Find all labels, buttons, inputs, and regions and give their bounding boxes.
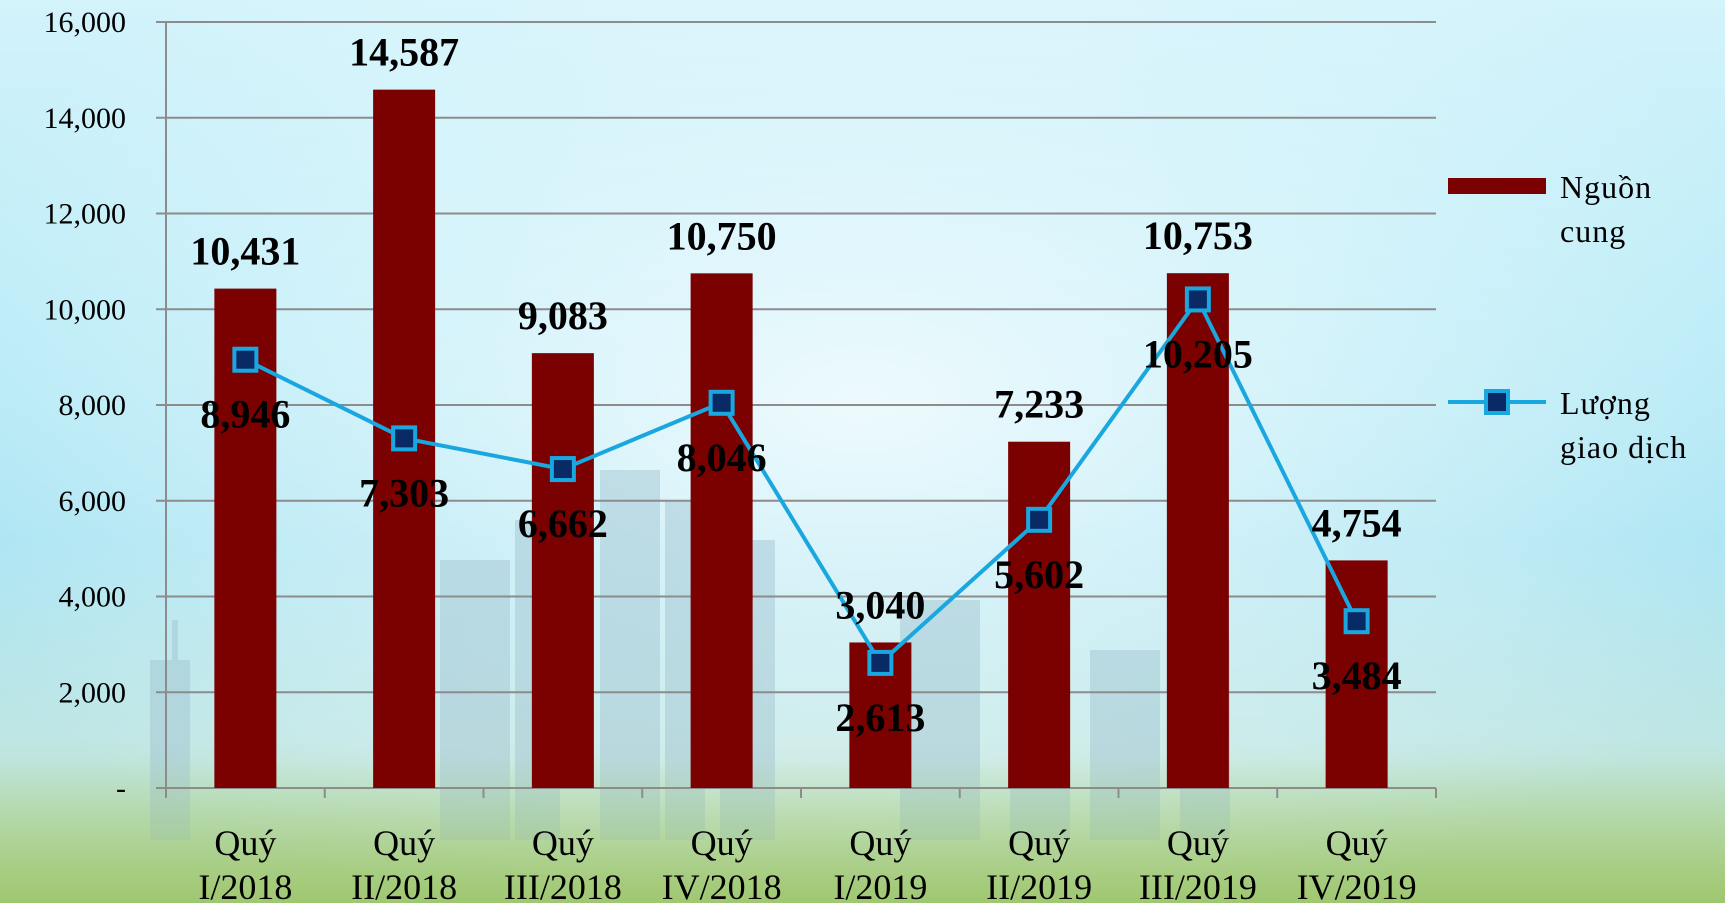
transactions-marker	[1343, 608, 1370, 635]
transactions-marker	[549, 456, 576, 483]
category-label: III/2019	[1139, 867, 1257, 903]
transactions-value-label: 5,602	[994, 552, 1084, 597]
transactions-marker	[867, 649, 894, 676]
category-label: IV/2018	[662, 867, 782, 903]
supply-bar	[690, 273, 753, 788]
category-label: IV/2019	[1297, 867, 1417, 903]
category-label: Quý	[373, 823, 435, 863]
supply-value-label: 9,083	[518, 293, 608, 338]
supply-value-label: 4,754	[1312, 500, 1402, 545]
x-axis: Quý I/2018 Quý II/2018 Quý III/2018 Quý IV/2018…	[165, 788, 1437, 903]
y-tick-label: 10,000	[44, 293, 127, 326]
y-axis-ticks: - 2,000 4,000 6,000 8,000 10,000 12,000 14,000 1…	[44, 6, 167, 805]
category-label: III/2018	[504, 867, 622, 903]
category-label: Quý	[1326, 823, 1388, 863]
supply-value-label: 14,587	[349, 30, 459, 75]
transactions-marker	[1184, 286, 1211, 313]
y-tick-label: 14,000	[44, 102, 127, 135]
category-label: II/2019	[986, 867, 1092, 903]
category-label: II/2018	[351, 867, 457, 903]
transactions-marker	[708, 389, 735, 416]
gridlines	[166, 21, 1436, 789]
transactions-value-label: 2,613	[835, 695, 925, 740]
transactions-value-label: 8,946	[200, 392, 290, 437]
legend-transactions-label: Lượng	[1560, 385, 1651, 421]
y-tick-label: 6,000	[59, 485, 127, 518]
legend: Nguồn cung Lượng giao dịch	[1448, 169, 1687, 465]
supply-value-label: 3,040	[835, 582, 925, 627]
category-label: I/2018	[198, 867, 292, 903]
supply-value-label: 10,750	[667, 213, 777, 258]
y-tick-label: -	[116, 772, 126, 805]
transactions-value-label: 8,046	[677, 435, 767, 480]
category-label: Quý	[1008, 823, 1070, 863]
transactions-value-label: 3,484	[1312, 653, 1402, 698]
legend-transactions-marker	[1484, 389, 1510, 415]
data-labels: 10,431 14,587 9,083 10,750 3,040 7,233 10,753 4…	[190, 30, 1401, 740]
supply-bar	[1166, 273, 1229, 788]
supply-value-label: 10,753	[1143, 213, 1253, 258]
category-label: Quý	[849, 823, 911, 863]
y-tick-label: 12,000	[44, 198, 127, 231]
legend-transactions-label: giao dịch	[1560, 429, 1687, 465]
supply-bar	[1008, 441, 1071, 788]
supply-bars	[214, 89, 1388, 788]
transactions-marker	[1026, 506, 1053, 533]
legend-supply-swatch	[1448, 178, 1546, 194]
y-tick-label: 16,000	[44, 6, 127, 39]
transactions-value-label: 7,303	[359, 470, 449, 515]
category-label: I/2019	[833, 867, 927, 903]
transactions-marker	[391, 425, 418, 452]
y-tick-label: 4,000	[59, 581, 127, 614]
y-tick-label: 2,000	[59, 676, 127, 709]
supply-value-label: 7,233	[994, 382, 1084, 427]
transactions-line	[232, 286, 1370, 676]
y-tick-label: 8,000	[59, 389, 127, 422]
transactions-marker	[232, 346, 259, 373]
category-label: Quý	[1167, 823, 1229, 863]
supply-value-label: 10,431	[190, 229, 300, 274]
category-label: Quý	[532, 823, 594, 863]
legend-supply-label: Nguồn	[1560, 169, 1652, 205]
category-label: Quý	[691, 823, 753, 863]
transactions-value-label: 6,662	[518, 501, 608, 546]
transactions-value-label: 10,205	[1143, 331, 1253, 376]
legend-supply-label: cung	[1560, 213, 1626, 249]
supply-bar	[531, 353, 594, 788]
supply-bar	[1325, 560, 1388, 788]
transactions-line-path	[244, 295, 1359, 667]
category-label: Quý	[214, 823, 276, 863]
